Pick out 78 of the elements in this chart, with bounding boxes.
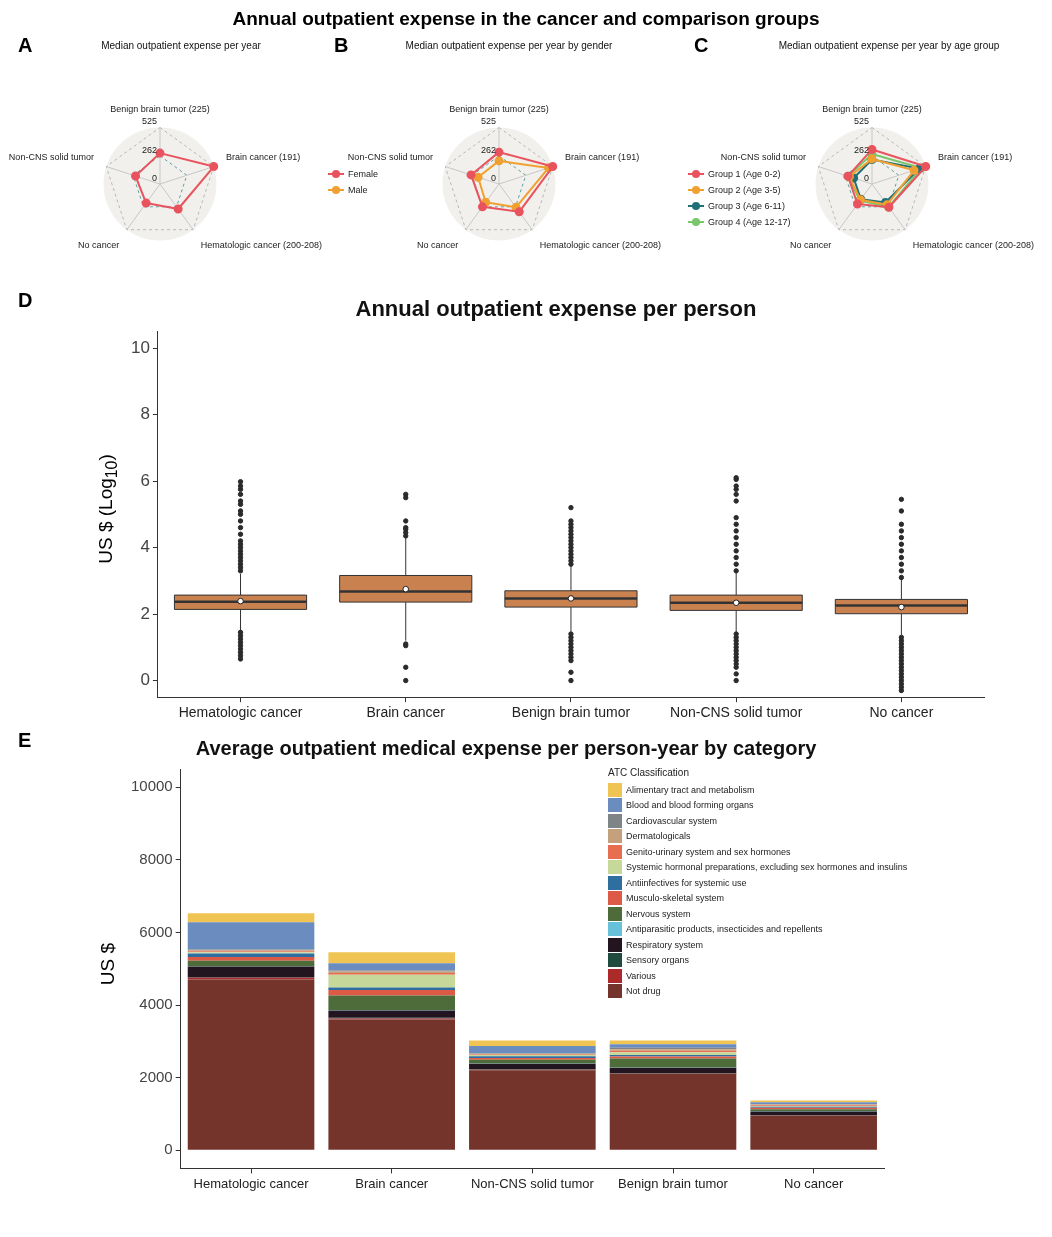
y-tick-label: 0 <box>863 172 869 183</box>
y-tick-label: 0 <box>490 172 496 183</box>
legend-label: Female <box>348 168 379 179</box>
legend-label: Systemic hormonal preparations, excluding sex hormones and insulins <box>626 862 908 873</box>
y-axis-title: US $ <box>97 942 119 986</box>
y-tick-label: 4000 <box>139 995 173 1013</box>
y-tick-label: 525 <box>853 116 869 127</box>
y-tick-label: 6 <box>140 470 150 490</box>
chart-title: Average outpatient medical expense per person-year by category <box>195 736 818 759</box>
chart-title: Median outpatient expense per year by age group <box>778 39 1000 51</box>
y-tick-label: 6000 <box>139 922 173 940</box>
legend-label: Various <box>626 970 656 981</box>
y-tick-label: 8 <box>140 404 150 424</box>
y-tick-label: 262 <box>480 144 496 155</box>
legend-label: Dermatologicals <box>626 831 691 842</box>
legend-label: Alimentary tract and metabolism <box>626 784 755 795</box>
spoke-label: Benign brain tumor (225) <box>110 103 210 114</box>
y-tick-label: 525 <box>480 116 496 127</box>
y-tick-label: 10000 <box>130 777 173 795</box>
spoke-label: Hematologic cancer (200-208) <box>539 240 661 251</box>
legend-label: Nervous system <box>626 908 691 919</box>
x-tick-label: Non-CNS solid tumor <box>470 1175 595 1191</box>
y-tick-label: 10 <box>130 337 150 357</box>
y-tick-label: 262 <box>141 144 157 155</box>
spoke-label: Hematologic cancer (200-208) <box>200 240 322 251</box>
legend-label: Genito-urinary system and sex hormones <box>626 846 791 857</box>
spoke-label: Non-CNS solid tumor <box>720 151 806 162</box>
text: Annual outpatient expense in the cancer and comparison groups <box>231 8 821 30</box>
spoke-label: Benign brain tumor (225) <box>822 103 922 114</box>
text: E <box>18 729 32 752</box>
x-tick-label: Benign brain tumor <box>511 704 631 721</box>
legend-label: Group 1 (Age 0-2) <box>708 168 781 179</box>
y-tick-label: 4 <box>140 537 150 557</box>
spoke-label: Benign brain tumor (225) <box>449 103 549 114</box>
y-tick-label: 0 <box>164 1140 173 1158</box>
y-tick-label: 2 <box>140 603 150 623</box>
legend-label: Cardiovascular system <box>626 815 718 826</box>
x-tick-label: Non-CNS solid tumor <box>670 704 803 721</box>
spoke-label: Brain cancer (191) <box>226 151 301 162</box>
x-tick-label: Brain cancer <box>355 1175 429 1191</box>
chart-title: Median outpatient expense per year by gender <box>405 39 614 51</box>
spoke-label: Brain cancer (191) <box>938 151 1013 162</box>
legend-label: Respiratory system <box>626 939 704 950</box>
chart-title: Annual outpatient expense per person <box>355 296 757 322</box>
text: B <box>334 34 349 57</box>
spoke-label: Non-CNS solid tumor <box>347 151 433 162</box>
x-tick-label: Brain cancer <box>366 704 446 721</box>
y-tick-label: 525 <box>141 116 157 127</box>
legend-title: ATC Classification <box>608 767 690 778</box>
y-tick-label: 0 <box>151 172 157 183</box>
legend-label: Group 2 (Age 3-5) <box>708 184 781 195</box>
x-tick-label: Hematologic cancer <box>193 1175 310 1191</box>
legend-label: Antiinfectives for systemic use <box>626 877 747 888</box>
x-tick-label: No cancer <box>784 1175 844 1191</box>
legend-label: Group 4 (Age 12-17) <box>708 216 791 227</box>
legend-label: Musculo-skeletal system <box>626 893 725 904</box>
spoke-label: No cancer <box>417 240 459 251</box>
legend-label: Sensory organs <box>626 955 690 966</box>
text: C <box>694 34 709 57</box>
y-tick-label: 2000 <box>139 1067 173 1085</box>
y-tick-label: 0 <box>140 670 150 690</box>
spoke-label: No cancer <box>790 240 832 251</box>
legend-label: Blood and blood forming organs <box>626 800 754 811</box>
legend-label: Group 3 (Age 6-11) <box>708 200 785 211</box>
x-tick-label: No cancer <box>869 704 934 721</box>
spoke-label: Hematologic cancer (200-208) <box>912 240 1034 251</box>
legend-label: Not drug <box>626 986 661 997</box>
text: A <box>18 34 33 57</box>
spoke-label: Brain cancer (191) <box>565 151 640 162</box>
legend-label: Antiparasitic products, insecticides and repellents <box>626 924 823 935</box>
legend-label: Male <box>348 184 368 195</box>
chart-title: Median outpatient expense per year <box>101 39 262 51</box>
x-tick-label: Benign brain tumor <box>618 1175 729 1191</box>
text: D <box>18 289 33 312</box>
spoke-label: No cancer <box>78 240 120 251</box>
spoke-label: Non-CNS solid tumor <box>8 151 94 162</box>
x-tick-label: Hematologic cancer <box>178 704 303 721</box>
y-tick-label: 8000 <box>139 849 173 867</box>
